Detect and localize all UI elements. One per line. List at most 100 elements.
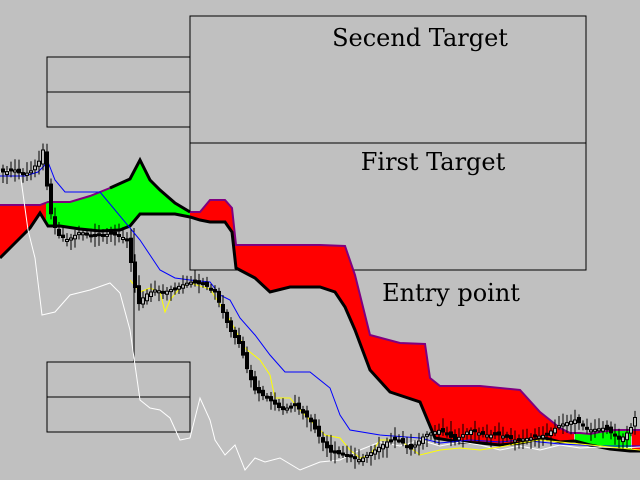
candlestick xyxy=(81,229,85,241)
candle-body xyxy=(405,445,409,449)
candle-body xyxy=(297,402,301,410)
candlestick xyxy=(205,276,209,291)
candlestick xyxy=(465,428,469,440)
candle-body xyxy=(581,423,585,427)
candle-body xyxy=(217,290,221,303)
candlestick xyxy=(617,428,621,449)
candle-body xyxy=(305,410,309,418)
candle-body xyxy=(41,149,45,165)
candle-body xyxy=(561,423,565,427)
candlestick xyxy=(281,398,285,415)
candlestick xyxy=(337,446,341,458)
candlestick xyxy=(125,232,129,249)
candlestick xyxy=(381,441,385,458)
candlestick xyxy=(625,425,629,449)
candle-body xyxy=(373,449,377,455)
second-target-label: Secend Target xyxy=(332,24,508,52)
candlestick xyxy=(297,396,301,415)
candle-body xyxy=(513,439,517,443)
candlestick xyxy=(229,317,233,338)
candlestick xyxy=(181,275,185,294)
candle-body xyxy=(481,431,485,435)
candlestick xyxy=(389,432,393,445)
candlestick xyxy=(233,326,237,345)
candlestick xyxy=(533,428,537,447)
candlestick xyxy=(69,233,73,250)
entry-point-label: Entry point xyxy=(382,279,520,307)
candle-body xyxy=(321,437,325,443)
candle-body xyxy=(113,231,117,236)
candle-body xyxy=(541,434,545,439)
candlestick xyxy=(73,229,77,248)
candle-body xyxy=(597,428,601,432)
candlestick xyxy=(353,447,357,469)
candlestick xyxy=(201,277,205,288)
candle-body xyxy=(161,290,165,294)
candlestick xyxy=(605,420,609,435)
candle-body xyxy=(573,419,577,425)
candle-body xyxy=(205,281,209,287)
candle-body xyxy=(193,279,197,284)
candlestick xyxy=(293,394,297,412)
candle-body xyxy=(533,434,537,438)
candlestick xyxy=(433,425,437,444)
candlestick xyxy=(137,275,141,311)
candlestick xyxy=(153,280,157,296)
candlestick xyxy=(109,226,113,242)
candle-body xyxy=(149,291,153,298)
candle-body xyxy=(309,417,313,423)
candle-body xyxy=(381,444,385,450)
candlestick xyxy=(505,431,509,442)
candlestick xyxy=(341,445,345,459)
candle-body xyxy=(593,428,597,432)
candle-body xyxy=(505,434,509,438)
annotation-labels: Secend Target First Target Entry point xyxy=(332,24,520,307)
candle-body xyxy=(361,457,365,463)
level-box xyxy=(46,91,191,128)
candle-body xyxy=(221,304,225,313)
candle-body xyxy=(273,399,277,405)
candle-body xyxy=(601,427,605,432)
candlestick xyxy=(357,449,361,465)
candle-body xyxy=(37,160,41,167)
candlestick xyxy=(585,418,589,434)
candle-body xyxy=(469,429,473,435)
candlestick xyxy=(305,405,309,428)
candle-body xyxy=(393,436,397,441)
level-box xyxy=(46,361,191,398)
candlestick xyxy=(425,431,429,448)
candlestick xyxy=(157,285,161,302)
candlestick xyxy=(449,420,453,447)
candle-body xyxy=(101,233,105,237)
candle-body xyxy=(93,233,97,237)
candlestick xyxy=(369,445,373,466)
candlestick xyxy=(277,398,281,412)
candle-body xyxy=(289,405,293,409)
candle-body xyxy=(69,237,73,241)
candlestick xyxy=(409,433,413,456)
candlestick xyxy=(445,426,449,438)
candle-body xyxy=(589,429,593,433)
candlestick xyxy=(393,427,397,449)
candlestick xyxy=(429,426,433,440)
candle-body xyxy=(281,406,285,411)
candle-body xyxy=(157,290,161,294)
candle-body xyxy=(225,311,229,323)
candle-body xyxy=(301,409,305,414)
candle-body xyxy=(345,454,349,458)
candle-body xyxy=(585,426,589,430)
candle-body xyxy=(9,168,13,172)
candle-body xyxy=(617,435,621,440)
candle-body xyxy=(477,432,481,436)
candle-body xyxy=(413,444,417,448)
candlestick xyxy=(477,427,481,444)
candlestick xyxy=(365,451,369,463)
candlestick xyxy=(529,433,533,449)
candle-body xyxy=(553,427,557,434)
candle-body xyxy=(349,454,353,458)
candle-body xyxy=(61,234,65,238)
candle-body xyxy=(357,459,361,463)
candle-body xyxy=(569,420,573,425)
candle-body xyxy=(197,280,201,285)
candlestick xyxy=(49,178,53,220)
